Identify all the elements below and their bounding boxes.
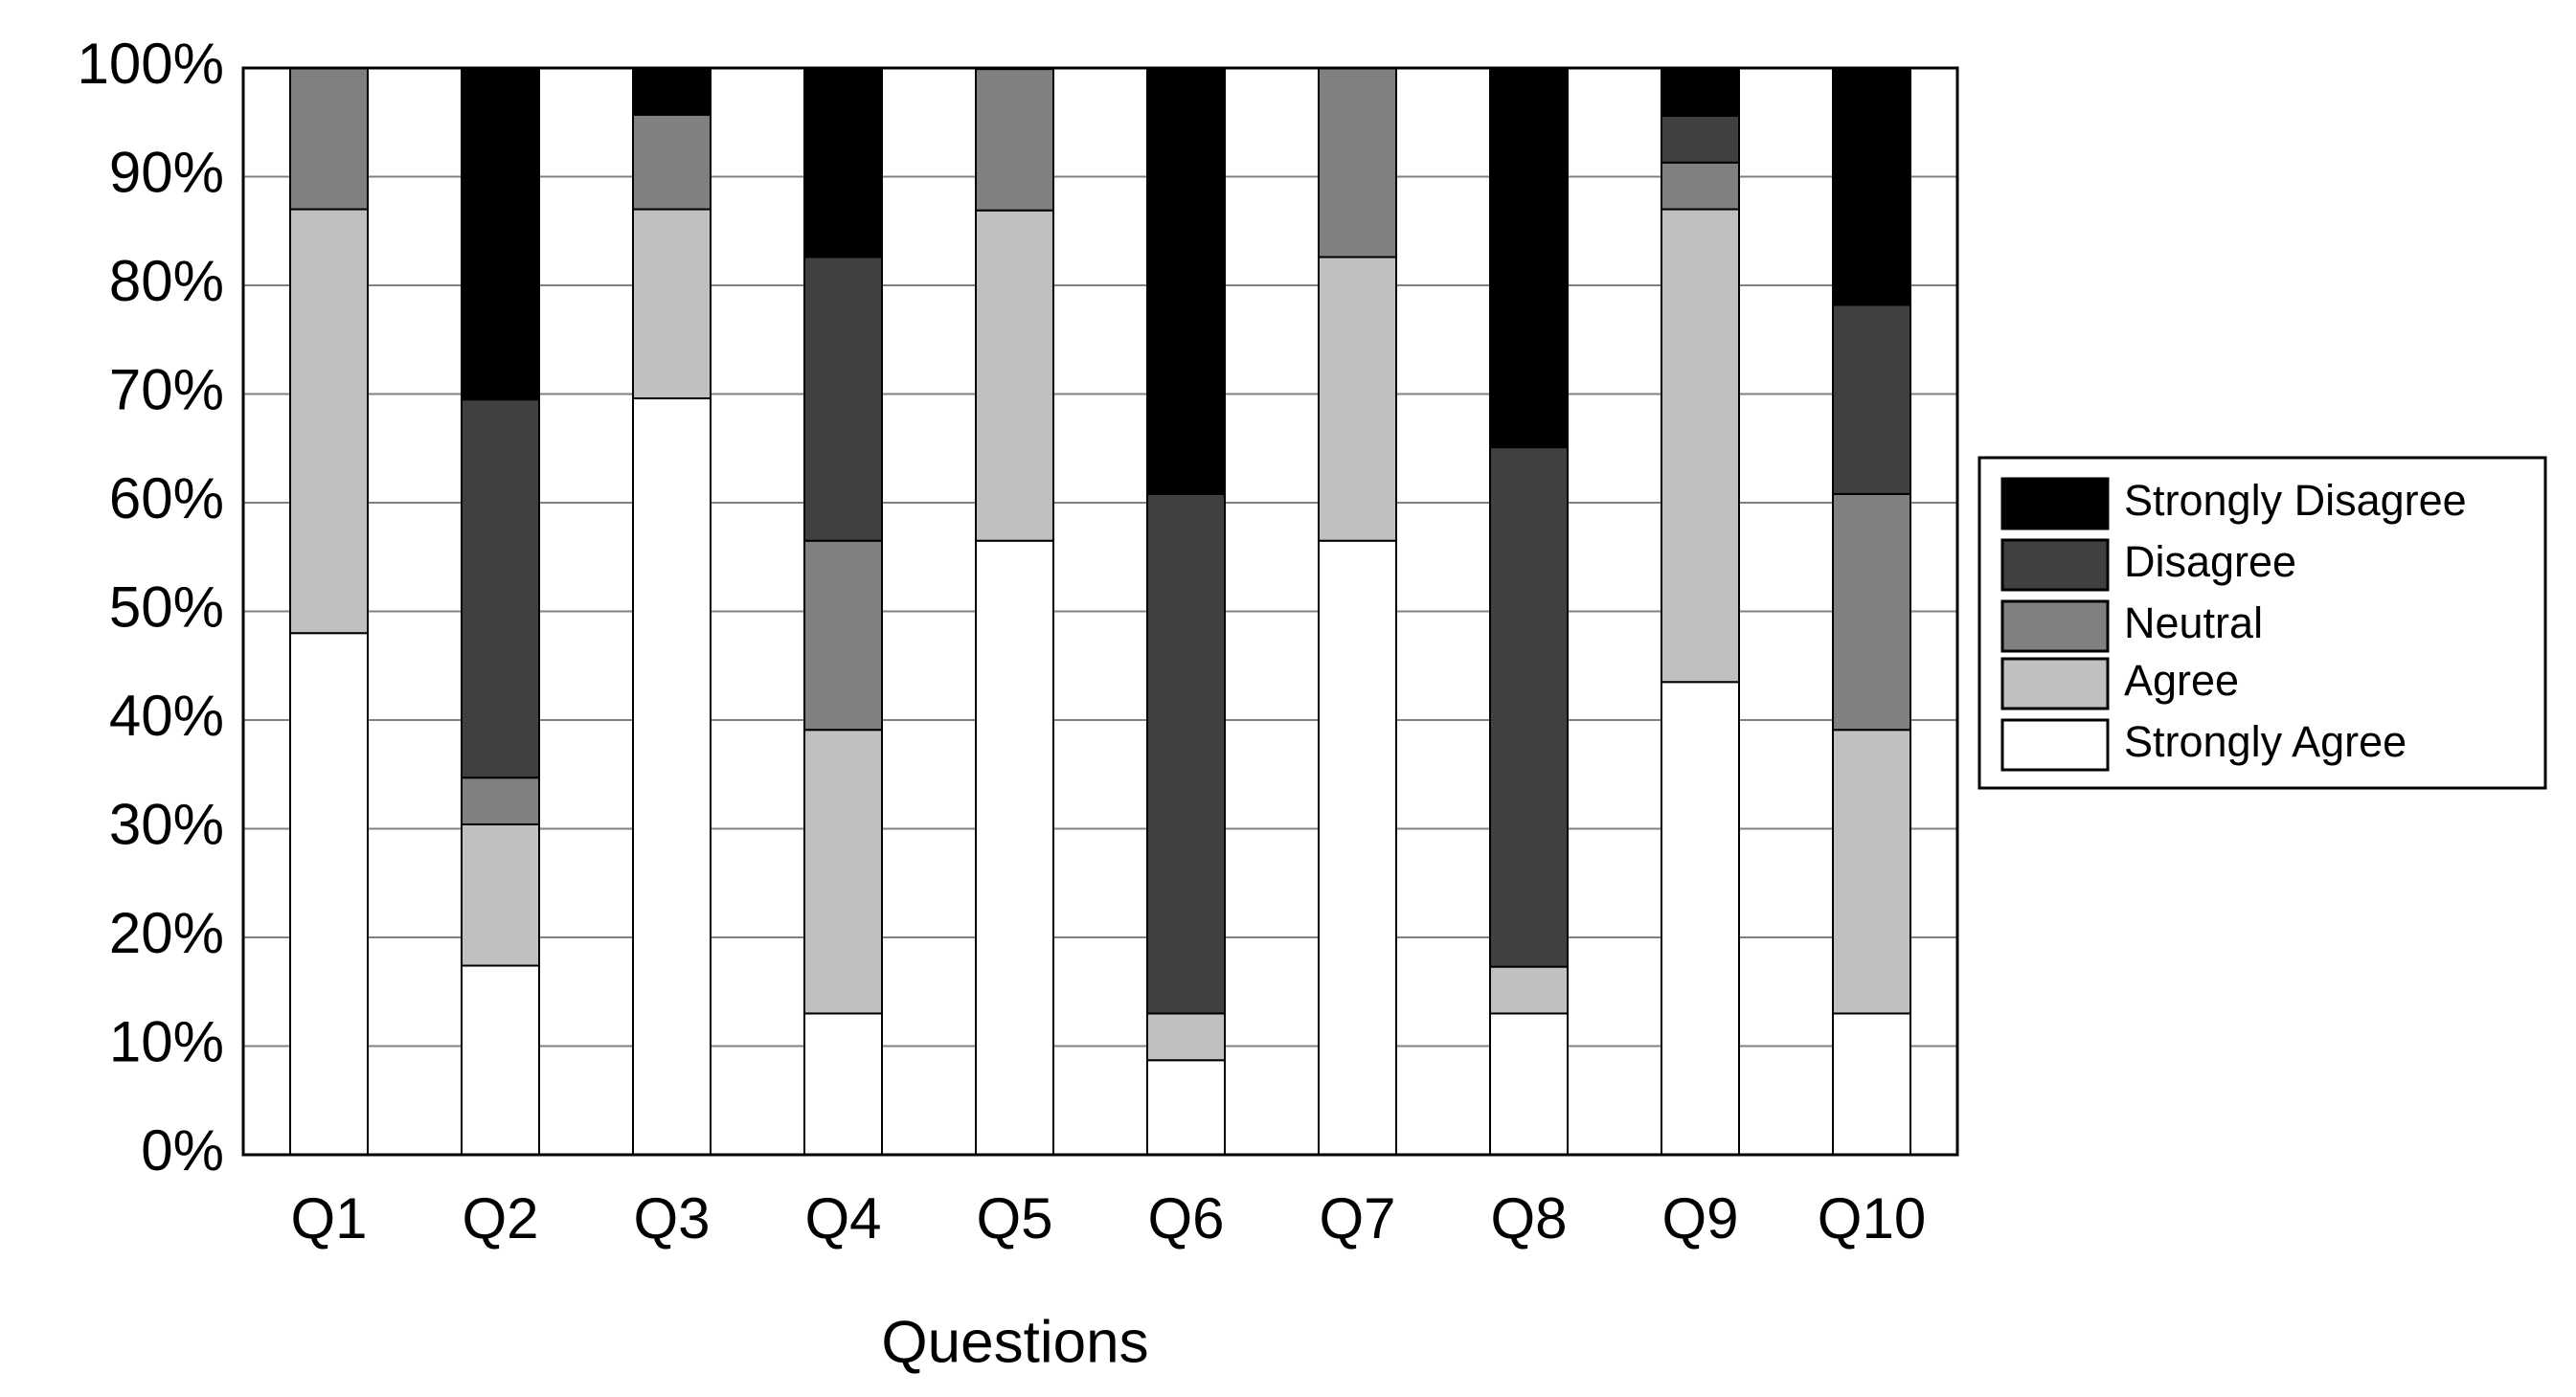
x-tick-label: Q5 xyxy=(976,1186,1052,1251)
bar-segment xyxy=(803,256,883,542)
y-tick-label: 50% xyxy=(109,575,224,639)
bar-segment xyxy=(1661,681,1740,1157)
bar-segment xyxy=(1489,965,1569,1015)
bar-segment xyxy=(289,208,369,635)
y-tick-label: 30% xyxy=(109,792,224,856)
bar-segment xyxy=(461,68,540,401)
plot-frame xyxy=(241,66,1959,1157)
y-tick-label: 90% xyxy=(109,140,224,204)
x-tick-label: Q9 xyxy=(1661,1186,1738,1251)
legend-label: Strongly Disagree xyxy=(2124,476,2467,525)
bar-segment xyxy=(1832,729,1911,1015)
x-tick-label: Q3 xyxy=(633,1186,710,1251)
bar-segment xyxy=(1146,492,1226,1015)
x-tick-label: Q4 xyxy=(804,1186,881,1251)
bar-segment xyxy=(632,397,712,1157)
bar-segment xyxy=(1832,1012,1911,1156)
x-tick-label: Q2 xyxy=(462,1186,538,1251)
bar-segment xyxy=(461,777,540,825)
bar-segment xyxy=(632,208,712,400)
bar-segment xyxy=(975,539,1054,1156)
y-tick-label: 100% xyxy=(78,32,224,96)
y-tick-label: 60% xyxy=(109,466,224,530)
bar-segment xyxy=(289,632,369,1156)
x-tick-label: Q1 xyxy=(290,1186,367,1251)
x-tick-label: Q7 xyxy=(1319,1186,1395,1251)
bar-segment xyxy=(461,964,540,1157)
bar-segment xyxy=(1661,68,1740,117)
y-tick-label: 0% xyxy=(141,1118,224,1183)
legend-swatch xyxy=(2000,538,2110,592)
bar-segment xyxy=(1146,1012,1226,1062)
bar-segment xyxy=(632,113,712,211)
bar-segment xyxy=(461,822,540,967)
bar-segment xyxy=(975,209,1054,542)
bar-segment xyxy=(632,67,712,116)
x-tick-label: Q8 xyxy=(1490,1186,1567,1251)
legend-label: Disagree xyxy=(2124,537,2296,586)
bar-segment xyxy=(1489,1012,1569,1156)
bar-segment xyxy=(803,1012,883,1156)
y-tick-label: 80% xyxy=(109,249,224,313)
legend-label: Strongly Agree xyxy=(2124,717,2407,766)
legend-label: Neutral xyxy=(2124,598,2263,647)
y-tick-label: 10% xyxy=(109,1009,224,1073)
bar-segment xyxy=(1832,304,1911,495)
bar-segment xyxy=(1661,114,1740,164)
x-tick-label: Q10 xyxy=(1818,1186,1926,1251)
bar-segment xyxy=(975,68,1054,212)
bar-segment xyxy=(1832,68,1911,306)
bar-segment xyxy=(803,67,883,259)
y-tick-label: 20% xyxy=(109,901,224,965)
legend-label: Agree xyxy=(2124,656,2239,705)
bar-segment xyxy=(1318,539,1397,1156)
bar-segment xyxy=(1146,68,1226,495)
bar-segment xyxy=(289,67,369,211)
legend-swatch xyxy=(2000,477,2110,530)
legend-swatch xyxy=(2000,657,2110,710)
bar-segment xyxy=(1661,208,1740,684)
bar-segment xyxy=(1146,1059,1226,1157)
bar-segment xyxy=(1489,446,1569,968)
bar-segment xyxy=(461,398,540,779)
bar-segment xyxy=(1318,256,1397,542)
bar-segment xyxy=(1489,68,1569,449)
bar-segment xyxy=(803,539,883,732)
y-tick-label: 40% xyxy=(109,684,224,748)
x-axis-label: Questions xyxy=(881,1309,1148,1375)
bar-segment xyxy=(1661,161,1740,211)
bar-segment xyxy=(1832,492,1911,732)
bar-segment xyxy=(1318,67,1397,259)
legend-swatch xyxy=(2000,718,2110,772)
y-tick-label: 70% xyxy=(109,357,224,421)
legend-swatch xyxy=(2000,599,2110,653)
x-tick-label: Q6 xyxy=(1147,1186,1224,1251)
bar-segment xyxy=(803,729,883,1015)
